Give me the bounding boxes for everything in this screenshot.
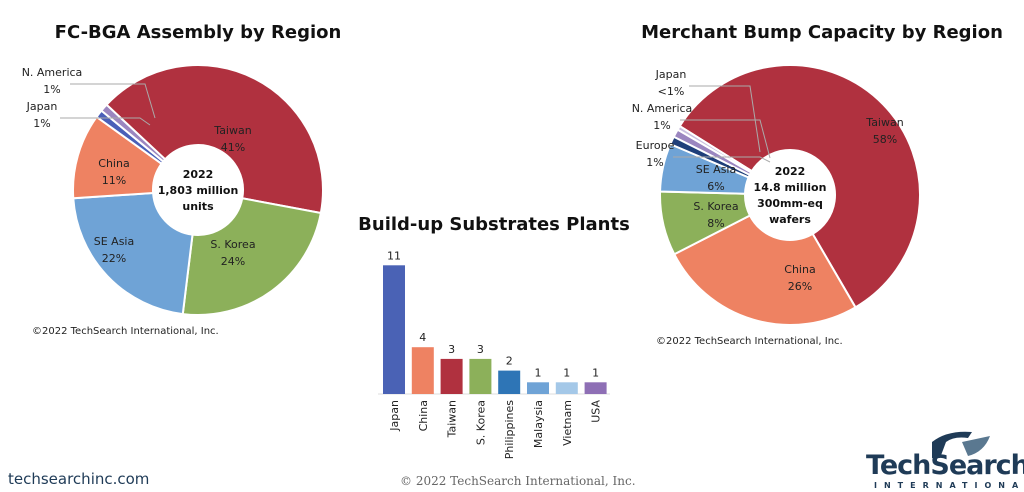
center-label: 1,803 million	[158, 184, 239, 197]
leader-line	[70, 83, 156, 119]
x-tick-label: Japan	[388, 400, 401, 432]
bar-value-label: 3	[477, 343, 484, 356]
slice-label: N. America	[22, 66, 83, 79]
slice-label: S. Korea	[693, 200, 738, 213]
pie-slice-japan	[676, 124, 754, 174]
slice-value-label: 1%	[33, 117, 50, 130]
x-tick-label: Malaysia	[532, 400, 545, 448]
bar-china	[411, 347, 434, 394]
slice-label: China	[98, 157, 129, 170]
chart-title: FC-BGA Assembly by Region	[55, 22, 342, 43]
pie-slice-n-america	[100, 103, 167, 163]
chart-copyright: ©2022 TechSearch International, Inc.	[656, 336, 843, 347]
center-label: 300mm-eq	[757, 197, 823, 210]
bar-vietnam	[555, 382, 578, 394]
slice-label: SE Asia	[94, 235, 134, 248]
bar-value-label: 1	[535, 366, 542, 379]
chart-title: Merchant Bump Capacity by Region	[641, 22, 1003, 43]
slice-label: Europe	[636, 139, 675, 152]
logo-text: TechSearch	[866, 450, 1024, 481]
slice-label: Japan	[655, 68, 687, 81]
logo-mark-icon	[932, 431, 990, 458]
techsearch-logo: TechSearch INTERNATIONAL	[862, 428, 1024, 492]
bar-malaysia	[527, 382, 549, 394]
leader-line	[673, 156, 771, 163]
center-label: 14.8 million	[754, 181, 827, 194]
pie-slice-taiwan	[678, 64, 921, 309]
center-label: 2022	[183, 168, 214, 181]
bar-value-label: 1	[592, 366, 599, 379]
bar-value-label: 3	[448, 343, 455, 356]
pie-slice-taiwan	[105, 64, 324, 215]
pie-slice-se-asia	[72, 191, 194, 316]
x-tick-label: Philippines	[503, 400, 516, 460]
slice-value-label: 26%	[788, 280, 812, 293]
bar-philippines	[498, 370, 521, 394]
slice-value-label: 22%	[102, 252, 126, 265]
slice-label: SE Asia	[696, 163, 736, 176]
slice-value-label: 1%	[646, 156, 663, 169]
center-label: 2022	[775, 165, 806, 178]
x-tick-label: USA	[590, 400, 603, 423]
bar-usa	[584, 382, 607, 394]
slice-value-label: 58%	[873, 133, 897, 146]
x-tick-label: Taiwan	[446, 400, 459, 438]
slice-label: Taiwan	[213, 124, 251, 137]
slice-value-label: 6%	[707, 180, 724, 193]
slice-value-label: 24%	[221, 255, 245, 268]
slice-value-label: 41%	[221, 141, 245, 154]
slice-label: N. America	[632, 102, 693, 115]
slice-value-label: <1%	[658, 85, 685, 98]
chart-copyright: ©2022 TechSearch International, Inc.	[32, 326, 219, 337]
chart-title: Build-up Substrates Plants	[358, 214, 630, 235]
slice-label: China	[784, 263, 815, 276]
footer-copyright: © 2022 TechSearch International, Inc.	[400, 474, 636, 488]
x-tick-label: Vietnam	[561, 400, 574, 446]
slice-label: Japan	[26, 100, 58, 113]
bar-value-label: 4	[419, 331, 426, 344]
slice-value-label: 1%	[653, 119, 670, 132]
bar-japan	[383, 265, 405, 394]
slice-value-label: 1%	[43, 83, 60, 96]
center-label: units	[182, 200, 214, 213]
slice-value-label: 8%	[707, 217, 724, 230]
leader-line	[60, 117, 151, 126]
slice-label: S. Korea	[210, 238, 255, 251]
bar-value-label: 1	[563, 366, 570, 379]
pie-slice-china	[672, 214, 857, 326]
pie-slice-s-korea	[181, 197, 323, 316]
slice-value-label: 11%	[102, 174, 126, 187]
bar-value-label: 11	[387, 249, 401, 262]
leader-line	[680, 119, 771, 159]
x-tick-label: China	[417, 400, 430, 431]
logo-subtext: INTERNATIONAL	[874, 481, 1024, 490]
footer-website[interactable]: techsearchinc.com	[8, 470, 150, 488]
bar-s-korea	[469, 358, 492, 394]
slice-label: Taiwan	[865, 116, 903, 129]
bar-taiwan	[440, 358, 463, 394]
center-label: wafers	[769, 213, 811, 226]
x-tick-label: S. Korea	[474, 400, 487, 445]
leader-line	[689, 85, 761, 153]
bar-value-label: 2	[506, 355, 513, 368]
